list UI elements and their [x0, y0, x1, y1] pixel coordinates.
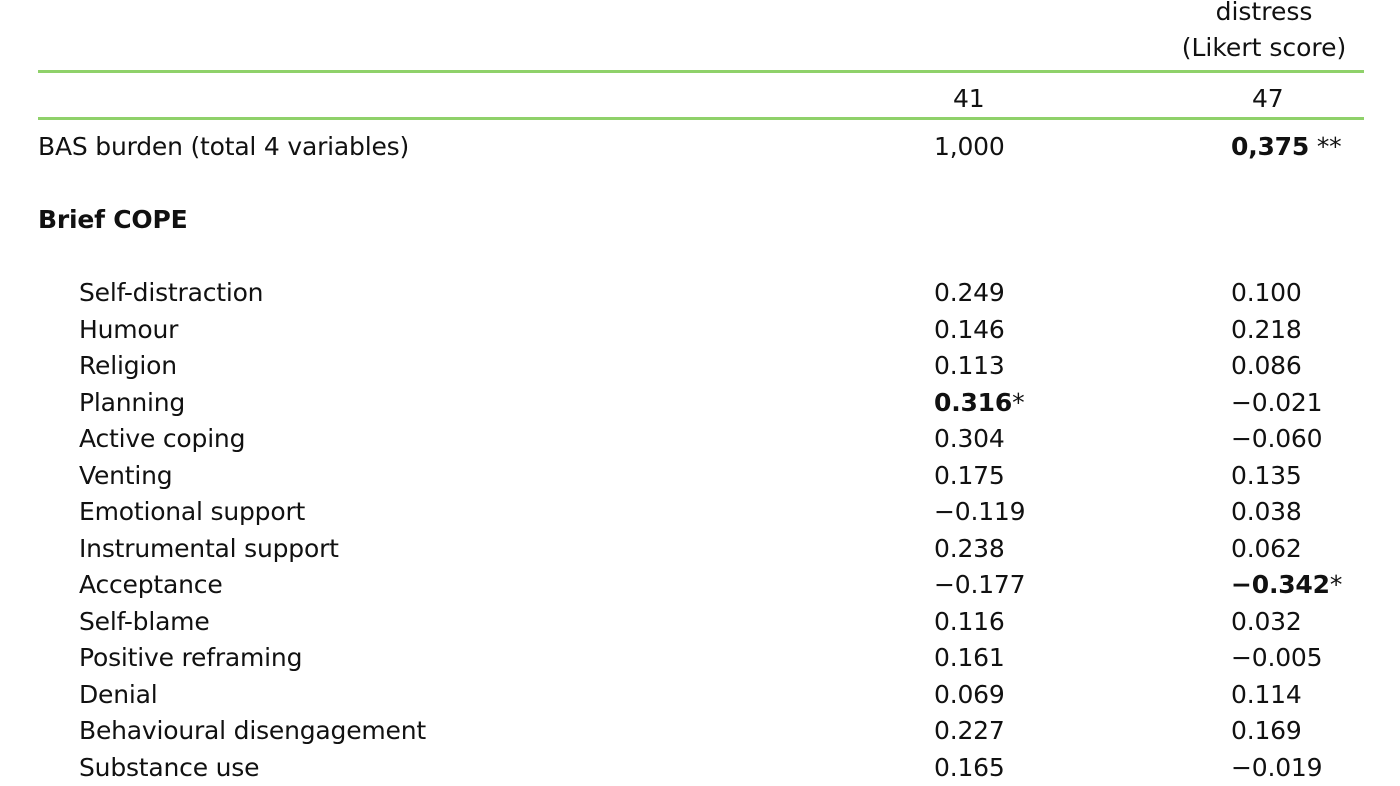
row-label: Humour	[79, 315, 179, 344]
row-label: Behavioural disengagement	[79, 716, 426, 745]
cell-value: 0.304	[934, 424, 1005, 453]
row-label: Active coping	[79, 424, 246, 453]
cell-value: −0.177	[934, 570, 1026, 599]
row-label: Venting	[79, 461, 173, 490]
row-value-col-c: −0.060	[1231, 424, 1323, 454]
cell-value: 0.135	[1231, 461, 1302, 490]
row-label: Acceptance	[79, 570, 223, 599]
row-value-col-b: 0.175	[934, 461, 1005, 491]
significance-mark: **	[1309, 132, 1342, 161]
bas-burden-label: BAS burden (total 4 variables)	[38, 132, 410, 161]
row-label: Denial	[79, 680, 158, 709]
cell-value: 0.175	[934, 461, 1005, 490]
cell-value: 0.032	[1231, 607, 1302, 636]
n-value-col-c: 47	[1252, 84, 1284, 113]
cell-value: 0.116	[934, 607, 1005, 636]
cell-value: −0.005	[1231, 643, 1323, 672]
row-value-col-c: 0.038	[1231, 497, 1302, 527]
bas-burden-col-c: 0,375 **	[1231, 132, 1342, 162]
cell-value: −0.119	[934, 497, 1026, 526]
table-rule-header-bottom	[38, 117, 1364, 120]
row-value-col-b: 0.304	[934, 424, 1005, 454]
bas-burden-col-c-value: 0,375	[1231, 132, 1310, 161]
table-rule-top	[38, 70, 1364, 73]
row-value-col-b: 0.146	[934, 315, 1005, 345]
row-label: Religion	[79, 351, 177, 380]
cell-value: −0.021	[1231, 388, 1323, 417]
row-value-col-c: 0.062	[1231, 534, 1302, 564]
bas-burden-col-b: 1,000	[934, 132, 1005, 161]
cell-value: 0.100	[1231, 278, 1302, 307]
significance-mark: *	[1012, 388, 1025, 417]
cell-value: 0.146	[934, 315, 1005, 344]
row-value-col-c: 0.100	[1231, 278, 1302, 308]
row-label: Positive reframing	[79, 643, 303, 672]
cell-value: 0.038	[1231, 497, 1302, 526]
row-label: Emotional support	[79, 497, 306, 526]
cell-value: 0.316	[934, 388, 1013, 417]
row-value-col-b: 0.116	[934, 607, 1005, 637]
cell-value: 0.161	[934, 643, 1005, 672]
section-title-brief-cope: Brief COPE	[38, 205, 188, 234]
row-value-col-c: −0.342*	[1231, 570, 1342, 600]
cell-value: 0.227	[934, 716, 1005, 745]
cell-value: 0.069	[934, 680, 1005, 709]
row-value-col-c: 0.135	[1231, 461, 1302, 491]
row-label: Substance use	[79, 753, 260, 782]
n-value-col-b: 41	[953, 84, 985, 113]
cell-value: 0.238	[934, 534, 1005, 563]
row-value-col-c: 0.218	[1231, 315, 1302, 345]
cell-value: 0.086	[1231, 351, 1302, 380]
row-value-col-c: 0.032	[1231, 607, 1302, 637]
cell-value: −0.019	[1231, 753, 1323, 782]
row-value-col-c: −0.005	[1231, 643, 1323, 673]
column-header-distress-line2: (Likert score)	[1181, 33, 1347, 62]
row-value-col-b: 0.227	[934, 716, 1005, 746]
row-label: Self-blame	[79, 607, 210, 636]
cell-value: 0.218	[1231, 315, 1302, 344]
row-value-col-c: 0.114	[1231, 680, 1302, 710]
cell-value: 0.114	[1231, 680, 1302, 709]
row-value-col-b: 0.165	[934, 753, 1005, 783]
row-value-col-b: −0.119	[934, 497, 1026, 527]
row-value-col-b: 0.113	[934, 351, 1005, 381]
row-value-col-c: −0.021	[1231, 388, 1323, 418]
cell-value: 0.169	[1231, 716, 1302, 745]
cell-value: −0.342	[1231, 570, 1330, 599]
row-value-col-c: −0.019	[1231, 753, 1323, 783]
row-value-col-b: 0.069	[934, 680, 1005, 710]
significance-mark: *	[1329, 570, 1343, 599]
cell-value: 0.249	[934, 278, 1005, 307]
row-value-col-b: −0.177	[934, 570, 1026, 600]
column-header-distress-line1: distress	[1215, 0, 1313, 26]
cell-value: 0.113	[934, 351, 1005, 380]
cell-value: −0.060	[1231, 424, 1323, 453]
cell-value: 0.165	[934, 753, 1005, 782]
row-value-col-c: 0.086	[1231, 351, 1302, 381]
row-value-col-c: 0.169	[1231, 716, 1302, 746]
row-value-col-b: 0.161	[934, 643, 1005, 673]
row-label: Self-distraction	[79, 278, 264, 307]
row-value-col-b: 0.316*	[934, 388, 1025, 418]
row-value-col-b: 0.249	[934, 278, 1005, 308]
row-value-col-b: 0.238	[934, 534, 1005, 564]
row-label: Instrumental support	[79, 534, 339, 563]
row-label: Planning	[79, 388, 186, 417]
cell-value: 0.062	[1231, 534, 1302, 563]
